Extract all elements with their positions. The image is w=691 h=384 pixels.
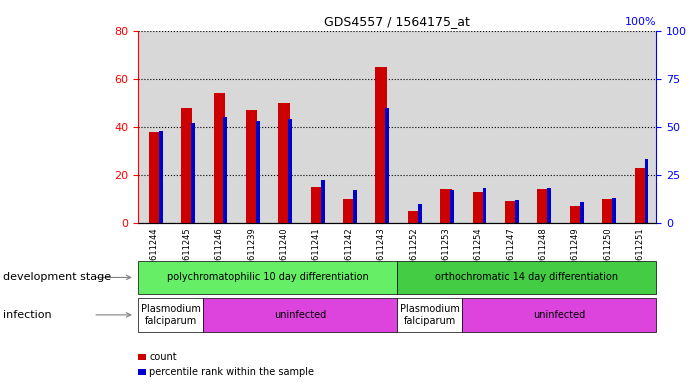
Bar: [375, 67, 387, 223]
Bar: [602, 199, 614, 223]
Bar: [181, 108, 193, 223]
Bar: [223, 117, 227, 223]
Bar: [278, 103, 290, 223]
Bar: [538, 189, 549, 223]
Bar: [451, 190, 454, 223]
Bar: [515, 200, 519, 223]
Text: 100%: 100%: [625, 17, 656, 27]
Bar: [214, 93, 225, 223]
Bar: [256, 121, 260, 223]
Bar: [408, 211, 419, 223]
Bar: [288, 119, 292, 223]
Text: orthochromatic 14 day differentiation: orthochromatic 14 day differentiation: [435, 272, 618, 283]
Bar: [570, 206, 581, 223]
Bar: [311, 187, 322, 223]
Bar: [645, 159, 648, 223]
Bar: [473, 192, 484, 223]
Title: GDS4557 / 1564175_at: GDS4557 / 1564175_at: [324, 15, 471, 28]
Bar: [418, 204, 422, 223]
Text: uninfected: uninfected: [533, 310, 585, 320]
Bar: [547, 188, 551, 223]
Bar: [505, 201, 516, 223]
Bar: [246, 110, 257, 223]
Bar: [191, 123, 195, 223]
Text: percentile rank within the sample: percentile rank within the sample: [149, 367, 314, 377]
Bar: [386, 108, 389, 223]
Bar: [159, 131, 162, 223]
Bar: [580, 202, 584, 223]
Bar: [612, 198, 616, 223]
Text: infection: infection: [3, 310, 52, 320]
Bar: [482, 188, 486, 223]
Text: Plasmodium
falciparum: Plasmodium falciparum: [400, 304, 460, 326]
Bar: [321, 180, 325, 223]
Bar: [149, 131, 160, 223]
Text: Plasmodium
falciparum: Plasmodium falciparum: [141, 304, 200, 326]
Text: count: count: [149, 352, 177, 362]
Text: development stage: development stage: [3, 272, 111, 283]
Text: uninfected: uninfected: [274, 310, 326, 320]
Bar: [343, 199, 354, 223]
Bar: [440, 189, 452, 223]
Text: polychromatophilic 10 day differentiation: polychromatophilic 10 day differentiatio…: [167, 272, 368, 283]
Bar: [634, 167, 646, 223]
Bar: [353, 190, 357, 223]
